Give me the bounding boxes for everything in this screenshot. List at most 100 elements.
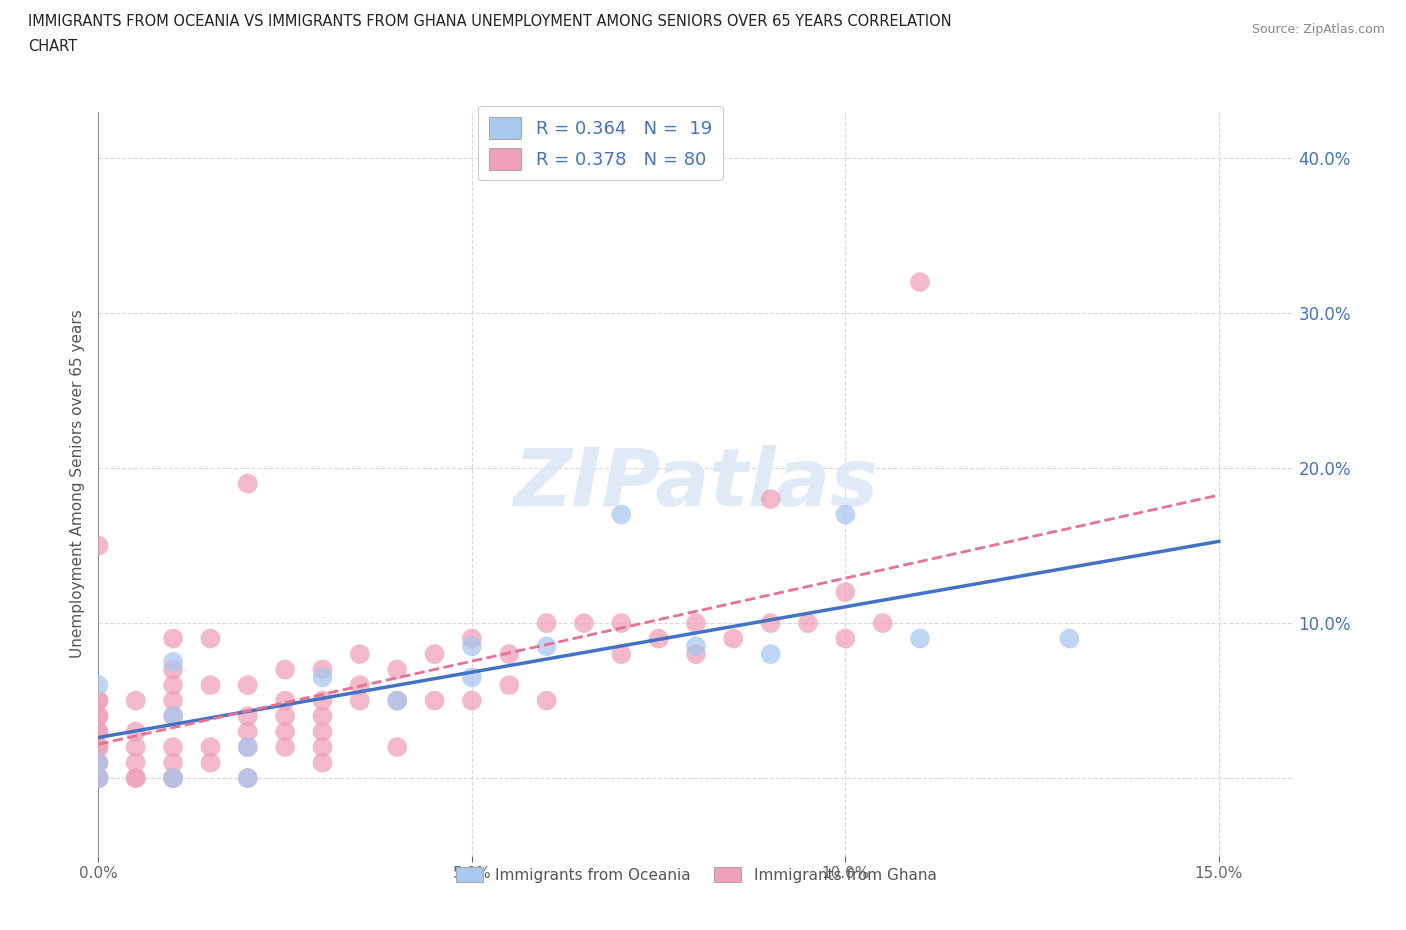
Point — [311, 662, 333, 677]
Text: Source: ZipAtlas.com: Source: ZipAtlas.com — [1251, 23, 1385, 36]
Point — [908, 631, 931, 646]
Point — [200, 631, 222, 646]
Point — [87, 678, 110, 693]
Point — [311, 693, 333, 708]
Point — [87, 755, 110, 770]
Point — [759, 616, 782, 631]
Point — [385, 693, 409, 708]
Point — [162, 771, 184, 786]
Point — [759, 492, 782, 507]
Point — [87, 755, 110, 770]
Point — [536, 639, 558, 654]
Point — [797, 616, 820, 631]
Point — [125, 755, 148, 770]
Point — [87, 693, 110, 708]
Point — [498, 678, 520, 693]
Point — [685, 646, 707, 661]
Point — [834, 631, 856, 646]
Point — [236, 739, 259, 754]
Point — [311, 670, 333, 684]
Point — [349, 693, 371, 708]
Point — [87, 709, 110, 724]
Point — [162, 655, 184, 670]
Point — [274, 739, 297, 754]
Point — [162, 739, 184, 754]
Point — [162, 693, 184, 708]
Point — [125, 771, 148, 786]
Point — [311, 724, 333, 739]
Point — [723, 631, 745, 646]
Point — [125, 739, 148, 754]
Legend: Immigrants from Oceania, Immigrants from Ghana: Immigrants from Oceania, Immigrants from… — [450, 860, 942, 889]
Point — [87, 771, 110, 786]
Point — [834, 585, 856, 600]
Point — [236, 771, 259, 786]
Point — [1059, 631, 1081, 646]
Point — [610, 507, 633, 522]
Point — [423, 693, 446, 708]
Point — [610, 646, 633, 661]
Point — [87, 771, 110, 786]
Point — [311, 709, 333, 724]
Point — [162, 709, 184, 724]
Point — [87, 739, 110, 754]
Point — [461, 639, 484, 654]
Point — [162, 771, 184, 786]
Point — [87, 693, 110, 708]
Point — [125, 693, 148, 708]
Point — [162, 662, 184, 677]
Point — [536, 693, 558, 708]
Point — [162, 755, 184, 770]
Point — [274, 693, 297, 708]
Point — [536, 616, 558, 631]
Point — [423, 646, 446, 661]
Point — [162, 771, 184, 786]
Point — [236, 771, 259, 786]
Point — [87, 538, 110, 553]
Point — [87, 709, 110, 724]
Point — [162, 631, 184, 646]
Point — [200, 739, 222, 754]
Point — [274, 724, 297, 739]
Point — [461, 670, 484, 684]
Text: ZIPatlas: ZIPatlas — [513, 445, 879, 523]
Point — [162, 709, 184, 724]
Point — [87, 771, 110, 786]
Text: IMMIGRANTS FROM OCEANIA VS IMMIGRANTS FROM GHANA UNEMPLOYMENT AMONG SENIORS OVER: IMMIGRANTS FROM OCEANIA VS IMMIGRANTS FR… — [28, 14, 952, 29]
Point — [236, 476, 259, 491]
Point — [236, 724, 259, 739]
Point — [385, 693, 409, 708]
Point — [834, 507, 856, 522]
Point — [385, 739, 409, 754]
Point — [872, 616, 894, 631]
Point — [461, 631, 484, 646]
Point — [908, 274, 931, 289]
Point — [685, 616, 707, 631]
Point — [200, 678, 222, 693]
Point — [461, 693, 484, 708]
Point — [87, 724, 110, 739]
Point — [87, 724, 110, 739]
Point — [162, 678, 184, 693]
Point — [87, 771, 110, 786]
Point — [236, 678, 259, 693]
Point — [311, 739, 333, 754]
Point — [572, 616, 595, 631]
Point — [274, 662, 297, 677]
Y-axis label: Unemployment Among Seniors over 65 years: Unemployment Among Seniors over 65 years — [69, 309, 84, 658]
Text: CHART: CHART — [28, 39, 77, 54]
Point — [87, 755, 110, 770]
Point — [87, 771, 110, 786]
Point — [349, 646, 371, 661]
Point — [759, 646, 782, 661]
Point — [385, 662, 409, 677]
Point — [685, 639, 707, 654]
Point — [311, 755, 333, 770]
Point — [87, 771, 110, 786]
Point — [236, 739, 259, 754]
Point — [610, 616, 633, 631]
Point — [498, 646, 520, 661]
Point — [87, 739, 110, 754]
Point — [647, 631, 669, 646]
Point — [200, 755, 222, 770]
